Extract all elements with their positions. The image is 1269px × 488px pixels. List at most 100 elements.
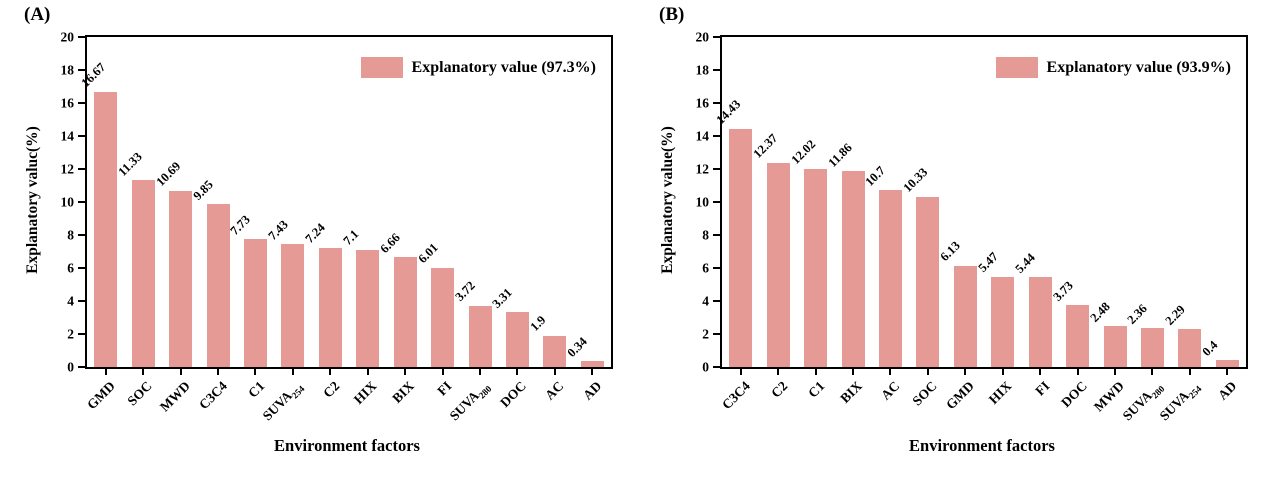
bar-value-label: 2.36	[1124, 301, 1151, 327]
y-tick	[713, 135, 720, 137]
panel-a-label: (A)	[24, 4, 51, 25]
panel-a: (A) Explanatory valuc(%) Explanatory val…	[0, 0, 634, 488]
bar-value-label: 7.43	[265, 217, 291, 243]
x-tick	[1226, 367, 1229, 375]
y-tick-label: 8	[702, 227, 709, 243]
x-tick	[254, 367, 257, 375]
x-tick	[926, 367, 929, 375]
category-label: SOC	[124, 378, 156, 409]
y-tick-label: 8	[67, 227, 74, 243]
category-label: AC	[877, 378, 903, 403]
y-tick	[78, 201, 85, 203]
bar-AC	[543, 335, 567, 367]
x-tick	[1001, 367, 1004, 375]
category-label: DOC	[1057, 378, 1090, 411]
bar-FI	[431, 267, 455, 367]
bar-value-label: 1.9	[527, 313, 549, 335]
bar-value-label: 12.37	[750, 131, 781, 162]
category-label: GMD	[83, 378, 118, 413]
bar-HIX	[356, 249, 380, 367]
y-tick-label: 18	[60, 62, 75, 78]
y-axis-title: Explanatory valuc(%)	[24, 126, 41, 274]
y-tick	[78, 234, 85, 236]
category-label: MWD	[1090, 378, 1127, 415]
bar-BIX	[841, 171, 865, 367]
bar-DOC	[1066, 305, 1090, 367]
x-tick	[889, 367, 892, 375]
y-tick-label: 10	[60, 194, 75, 210]
bar-value-label: 0.4	[1199, 337, 1221, 359]
bar-SUVA280	[468, 305, 492, 367]
y-tick-label: 14	[695, 128, 710, 144]
x-tick	[814, 367, 817, 375]
y-tick-label: 2	[67, 326, 74, 342]
bar-value-label: 10.33	[900, 165, 931, 195]
bar-value-label: 11.86	[825, 140, 855, 170]
category-label: SUVA254	[1156, 383, 1204, 424]
y-tick-label: 6	[702, 260, 709, 276]
y-tick-label: 16	[695, 95, 710, 111]
y-tick	[713, 234, 720, 236]
category-label: BIX	[389, 378, 418, 406]
category-label: HIX	[985, 378, 1015, 407]
bar-C3C4	[206, 204, 230, 367]
x-tick	[441, 367, 444, 375]
bar-value-label: 6.01	[415, 240, 441, 267]
y-tick	[713, 102, 720, 104]
bar-SUVA280	[1140, 328, 1164, 367]
y-tick-label: 4	[67, 293, 74, 309]
y-tick-label: 6	[67, 260, 74, 276]
bar-value-label: 3.72	[452, 278, 478, 304]
bar-HIX	[991, 276, 1015, 367]
bar-value-label: 9.85	[190, 177, 216, 203]
bar-DOC	[505, 312, 529, 367]
y-tick	[78, 36, 85, 38]
legend-swatch	[360, 57, 403, 78]
x-tick	[104, 367, 107, 375]
bar-value-label: 10.7	[862, 163, 889, 189]
bar-GMD	[953, 265, 977, 367]
category-label: FI	[1031, 378, 1053, 399]
bar-value-label: 16.67	[78, 60, 108, 91]
bar-value-label: 12.02	[788, 137, 818, 168]
bar-SUVA254	[1178, 329, 1202, 367]
legend-label: Explanatory value (97.3%)	[411, 58, 596, 76]
x-tick	[179, 367, 182, 375]
panel-b-label: (B)	[659, 4, 685, 25]
category-label: DOC	[497, 378, 530, 411]
legend: Explanatory value (97.3%)	[360, 57, 596, 78]
y-tick	[713, 300, 720, 302]
bar-C2	[318, 247, 342, 367]
x-tick	[516, 367, 519, 375]
y-tick	[78, 102, 85, 104]
panel-b: (B) Explanatory value(%) Explanatory val…	[635, 0, 1269, 488]
y-tick-label: 16	[60, 95, 75, 111]
category-label: C2	[767, 378, 791, 401]
x-tick	[217, 367, 219, 375]
category-label: HIX	[350, 378, 380, 407]
y-tick-label: 10	[695, 194, 710, 210]
y-tick	[713, 201, 720, 203]
category-label: C2	[319, 378, 343, 401]
category-label: SUVA280	[1119, 383, 1167, 424]
x-tick	[479, 367, 481, 375]
bar-AC	[878, 190, 902, 367]
legend-swatch	[995, 57, 1038, 78]
bar-value-label: 2.48	[1087, 299, 1113, 325]
y-tick	[713, 333, 720, 335]
bar-C2	[766, 162, 790, 367]
y-tick	[78, 300, 85, 302]
y-tick-label: 12	[60, 161, 75, 177]
bar-AD	[1215, 360, 1239, 367]
bar-BIX	[393, 257, 417, 367]
y-tick-label: 12	[695, 161, 710, 177]
bar-value-label: 7.1	[340, 227, 362, 249]
y-tick-label: 2	[702, 326, 709, 342]
bar-GMD	[94, 91, 118, 367]
legend: Explanatory value (93.9%)	[995, 57, 1231, 78]
x-tick	[1188, 367, 1191, 375]
bar-value-label: 0.34	[564, 334, 591, 360]
x-tick	[142, 367, 145, 375]
y-axis-title: Explanatory value(%)	[659, 126, 676, 274]
bar-value-label: 11.33	[115, 149, 145, 179]
